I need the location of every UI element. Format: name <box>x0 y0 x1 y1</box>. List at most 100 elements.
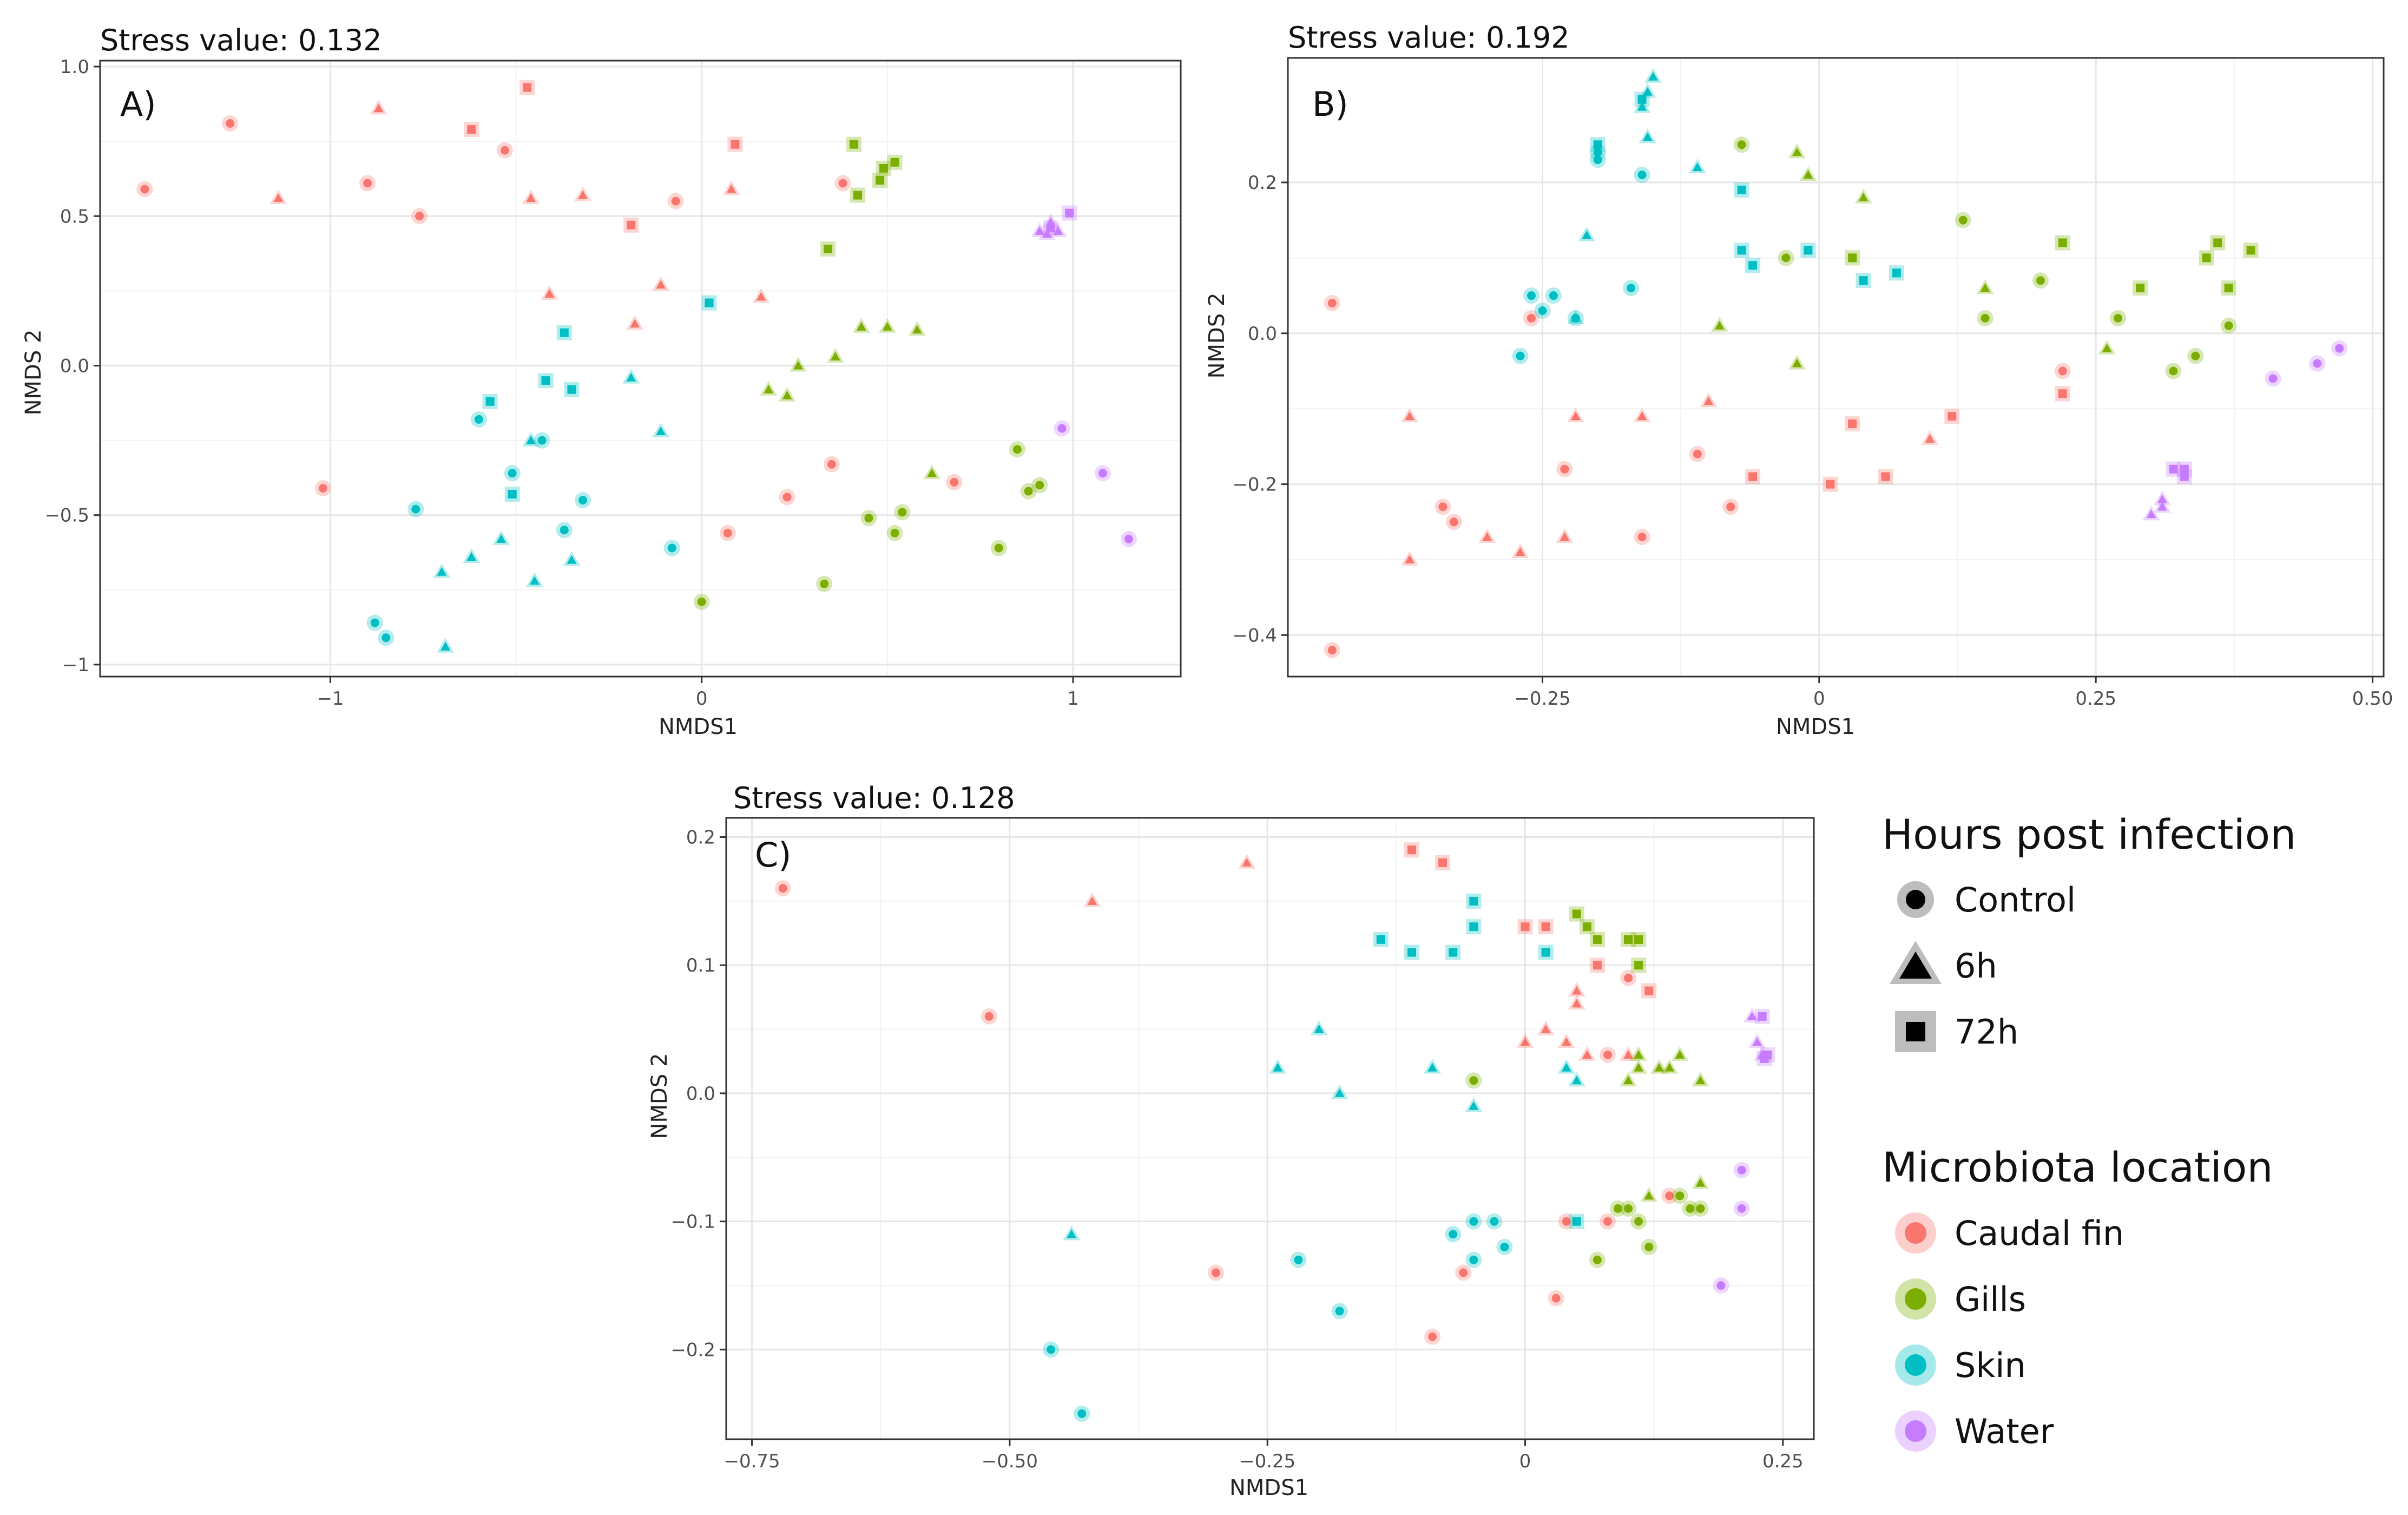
point-water-6h <box>1038 225 1056 240</box>
point-gills-72h-square-marker <box>850 140 859 149</box>
point-caudal-fin-72h-square-marker <box>467 125 476 134</box>
point-water-ctrl-circle-marker <box>1098 469 1107 478</box>
point-gills-6h-triangle-marker <box>793 360 804 370</box>
point-skin-ctrl-circle-marker <box>537 436 547 445</box>
point-skin-ctrl <box>1465 1213 1482 1230</box>
legend-caudal-fin-swatch <box>1905 1222 1926 1244</box>
point-gills-ctrl <box>894 504 911 521</box>
point-gills-ctrl <box>860 510 877 527</box>
point-gills-6h <box>1620 1072 1637 1087</box>
point-gills-ctrl-circle-marker <box>1644 1242 1654 1251</box>
panel-c-points <box>774 842 1775 1422</box>
point-gills-6h <box>778 386 796 402</box>
point-caudal-fin-ctrl <box>1558 1213 1575 1230</box>
point-gills-ctrl <box>1620 1200 1637 1217</box>
point-caudal-fin-ctrl-circle-marker <box>1665 1191 1674 1201</box>
point-gills-ctrl-circle-marker <box>1781 253 1791 263</box>
point-caudal-fin-ctrl <box>1435 499 1451 515</box>
point-gills-6h-triangle-marker <box>1792 147 1802 156</box>
point-caudal-fin-72h <box>1404 842 1419 858</box>
point-skin-6h <box>563 551 581 566</box>
point-skin-6h <box>492 530 510 545</box>
point-water-72h-square-marker <box>1065 208 1074 218</box>
point-caudal-fin-72h-square-marker <box>1848 419 1857 428</box>
legend-caudal-fin-label: Caudal fin <box>1955 1214 2124 1253</box>
point-skin-ctrl-circle-marker <box>1047 1345 1056 1354</box>
point-water-72h-square-marker <box>2169 464 2178 474</box>
point-caudal-fin-72h-square-marker <box>627 220 636 229</box>
point-gills-6h-triangle-marker <box>1654 1063 1664 1072</box>
point-skin-6h <box>1578 226 1596 241</box>
legend-color-title: Microbiota location <box>1882 1143 2273 1191</box>
point-caudal-fin-72h <box>1538 919 1554 935</box>
legend-group-water: Water <box>1895 1411 2054 1452</box>
point-water-ctrl <box>2309 355 2326 372</box>
point-caudal-fin-ctrl <box>1455 1264 1472 1281</box>
point-caudal-fin-6h <box>269 189 287 205</box>
point-gills-ctrl-circle-marker <box>898 508 907 517</box>
point-gills-6h <box>1692 1174 1709 1189</box>
point-gills-72h <box>846 136 862 152</box>
point-skin-ctrl-circle-marker <box>1549 291 1558 300</box>
point-gills-ctrl-circle-marker <box>2191 351 2200 360</box>
point-skin-ctrl <box>534 432 550 449</box>
point-caudal-fin-ctrl-circle-marker <box>838 179 847 188</box>
point-caudal-fin-6h-triangle-marker <box>630 319 640 328</box>
point-caudal-fin-72h <box>623 217 639 233</box>
point-caudal-fin-72h-square-marker <box>1593 961 1602 970</box>
point-gills-6h <box>1692 1072 1709 1087</box>
point-skin-6h-triangle-marker <box>1273 1063 1283 1072</box>
y-tick-label: −0.1 <box>670 1211 715 1233</box>
point-skin-6h-triangle-marker <box>1469 1101 1479 1110</box>
point-caudal-fin-72h-square-marker <box>1644 986 1654 995</box>
point-caudal-fin-6h-triangle-marker <box>1405 411 1414 421</box>
point-skin-72h-square-marker <box>1407 948 1416 957</box>
point-skin-ctrl-circle-marker <box>1469 1217 1478 1226</box>
point-gills-6h-triangle-marker <box>927 468 937 477</box>
point-skin-ctrl <box>1634 167 1650 183</box>
point-water-ctrl-circle-marker <box>2313 359 2322 368</box>
point-water-6h-triangle-marker <box>1045 217 1056 226</box>
point-skin-6h <box>1269 1059 1287 1074</box>
point-skin-72h <box>1466 893 1482 909</box>
point-gills-72h-square-marker <box>1582 922 1591 932</box>
point-skin-72h <box>1634 91 1650 107</box>
point-water-72h <box>1043 220 1058 236</box>
point-skin-ctrl-circle-marker <box>1500 1242 1509 1251</box>
point-skin-ctrl <box>1545 287 1562 304</box>
point-caudal-fin-ctrl <box>1445 514 1462 530</box>
point-caudal-fin-ctrl <box>1548 1290 1564 1307</box>
point-gills-6h-triangle-marker <box>1980 283 1990 292</box>
point-caudal-fin-ctrl-circle-marker <box>1438 502 1448 511</box>
point-gills-6h <box>878 318 896 333</box>
point-caudal-fin-6h-triangle-marker <box>578 190 588 199</box>
point-gills-ctrl-circle-marker <box>2169 366 2178 376</box>
point-caudal-fin-ctrl-circle-marker <box>827 460 836 469</box>
point-water-72h <box>2176 461 2192 477</box>
point-caudal-fin-6h-triangle-marker <box>656 280 666 289</box>
point-caudal-fin-ctrl-circle-marker <box>950 477 959 487</box>
point-caudal-fin-ctrl <box>774 880 791 897</box>
point-gills-72h <box>2210 235 2226 251</box>
point-gills-72h <box>1845 250 1860 266</box>
point-skin-6h <box>463 548 481 563</box>
y-tick-label: −0.2 <box>670 1339 715 1361</box>
legend-gills-swatch <box>1905 1288 1926 1310</box>
point-gills-6h <box>826 347 844 363</box>
point-caudal-fin-ctrl <box>1556 461 1573 477</box>
point-caudal-fin-6h <box>1556 528 1574 543</box>
point-caudal-fin-6h <box>752 288 770 303</box>
point-caudal-fin-6h <box>1633 408 1651 423</box>
point-gills-ctrl <box>1630 1213 1647 1230</box>
point-caudal-fin-72h <box>727 136 743 152</box>
point-gills-72h-square-marker <box>1848 253 1857 263</box>
point-gills-6h <box>1788 355 1806 370</box>
point-skin-72h <box>1590 137 1606 153</box>
point-caudal-fin-6h-triangle-marker <box>1087 896 1097 905</box>
point-skin-ctrl-circle-marker <box>475 415 483 424</box>
point-caudal-fin-ctrl-circle-marker <box>1603 1050 1612 1059</box>
point-gills-ctrl-circle-marker <box>2114 313 2123 323</box>
panel-c-stress-label: Stress value: 0.128 <box>733 781 1015 815</box>
legend-72h-square-icon <box>1906 1022 1925 1041</box>
point-gills-6h-triangle-marker <box>1803 170 1813 179</box>
